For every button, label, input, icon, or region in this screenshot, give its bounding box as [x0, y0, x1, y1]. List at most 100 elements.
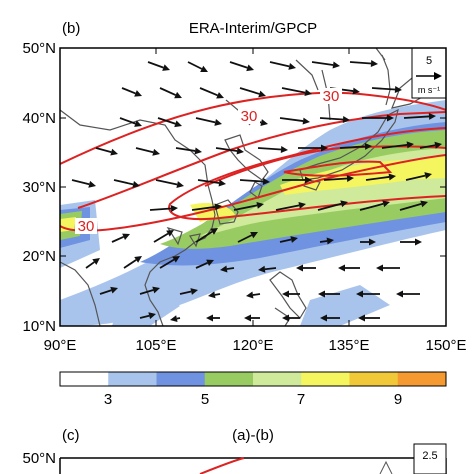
wind-arrow-shaft	[233, 204, 258, 211]
wind-arrow-shaft	[281, 87, 306, 94]
colorbar-frame	[59, 371, 447, 387]
wind-arrow-head	[370, 60, 378, 67]
colorbar-segment	[349, 372, 399, 386]
colorbar-segment	[108, 372, 157, 386]
wind-arrow-head	[152, 286, 160, 294]
wind-arrow-shaft	[159, 87, 176, 96]
wind-arrow-shaft	[279, 238, 292, 243]
wind-arrow-head	[110, 286, 118, 294]
lat-label: 10°N	[22, 318, 56, 335]
wind-arrow-head	[190, 288, 198, 295]
colorbar-tick-label: 7	[297, 391, 305, 408]
wind-arrow-head	[388, 173, 396, 181]
wind-arrow-shaft	[371, 87, 396, 91]
lon-label: 105°E	[135, 337, 176, 354]
wind-arrow-head	[258, 265, 266, 273]
wind-arrow-shaft	[252, 293, 261, 296]
wind-arrow-head	[170, 315, 178, 323]
wind-arrow-shaft	[147, 61, 164, 69]
wind-arrow-head	[88, 180, 96, 188]
lat-label: 50°N	[22, 40, 56, 57]
wind-arrow-shaft	[419, 144, 436, 149]
wind-arrow-head	[296, 264, 303, 272]
latitude-labels: 50°N 40°N 30°N 20°N 10°N	[22, 40, 56, 335]
wind-arrow-shaft	[95, 147, 112, 154]
wind-arrow-shaft	[111, 236, 124, 243]
wind-arrow-head	[148, 312, 156, 320]
wind-arrow-head	[122, 233, 130, 241]
wind-arrow-head	[280, 146, 288, 154]
wind-arrow-shaft	[71, 179, 90, 186]
wind-arrow-shaft	[99, 289, 112, 295]
wind-arrow-shaft	[403, 115, 430, 119]
wind-arrow-head	[166, 230, 174, 237]
wind-arrow-shaft	[179, 290, 192, 295]
wind-arrow-shaft	[121, 87, 136, 95]
wind-arrow-shaft	[311, 61, 334, 66]
wind-arrow-shaft	[214, 293, 221, 296]
lon-label: 120°E	[232, 337, 273, 354]
wind-arrow-shaft	[139, 289, 154, 295]
wind-arrow-head	[170, 205, 178, 212]
colorbar-segment	[397, 372, 447, 386]
contour-label: 30	[323, 88, 340, 105]
wind-arrow-head	[382, 200, 390, 208]
wind-arrow-shaft	[157, 117, 176, 125]
wind-arrow-shaft	[175, 147, 196, 152]
wind-arrow-shaft	[176, 317, 181, 320]
wind-arrow-shaft	[199, 87, 218, 97]
wind-arrow-head	[236, 147, 244, 155]
contour-label: 30	[241, 108, 258, 125]
wind-arrow-shaft	[187, 61, 203, 70]
wind-arrow-head	[321, 144, 328, 152]
wind-arrow-shaft	[215, 147, 238, 152]
wind-arrow-shaft	[239, 179, 264, 183]
wind-arrow-shaft	[229, 61, 248, 69]
wind-arrow-head	[208, 291, 216, 299]
wind-arrow-head	[364, 142, 372, 150]
wind-arrow-head	[376, 264, 383, 272]
wind-arrow-shaft	[381, 143, 408, 149]
wind-arrow-head	[134, 256, 142, 263]
wind-arrow-head	[110, 148, 118, 156]
colorbar-segment	[301, 372, 350, 386]
contour-label: 30	[78, 218, 95, 235]
wind-arrow-shaft	[159, 258, 175, 269]
wind-arrow-shaft	[239, 87, 260, 95]
wind-arrow-shaft	[405, 174, 426, 181]
wind-arrow-shaft	[359, 202, 384, 211]
panel-c-ref-vector-value: 2.5	[422, 450, 437, 462]
wind-arrow-head	[290, 236, 298, 243]
wind-arrow-head	[134, 120, 142, 127]
wind-arrow-shaft	[317, 202, 342, 211]
wind-arrow-head	[220, 265, 228, 273]
wind-arrow-head	[218, 179, 226, 187]
wind-arrow-shaft	[257, 147, 282, 151]
wind-arrow-shaft	[275, 204, 300, 211]
wind-arrow-shaft	[365, 176, 390, 181]
ref-vector-unit: m s⁻¹	[418, 85, 440, 95]
panel-c-lat-label: 50°N	[22, 450, 56, 467]
wind-arrow-head	[318, 290, 325, 298]
wind-arrow-head	[152, 148, 160, 156]
wind-arrow-head	[246, 291, 254, 299]
colorbar-segment	[253, 372, 302, 386]
wind-arrow-head	[200, 65, 208, 72]
wind-arrow-shaft	[139, 314, 150, 319]
wind-arrow-head	[346, 174, 354, 182]
wind-arrow-head	[352, 87, 360, 95]
wind-arrow-head	[326, 237, 334, 245]
wind-arrow-shaft	[135, 147, 154, 154]
wind-arrow-head	[424, 172, 432, 179]
wind-arrow-shaft	[191, 206, 216, 211]
wind-arrow-head	[420, 200, 428, 208]
wind-arrow-head	[338, 264, 345, 272]
colorbar-tick-label: 5	[201, 391, 209, 408]
wind-arrow-shaft	[319, 117, 344, 121]
wind-arrow-head	[262, 178, 270, 186]
wind-arrow-head	[369, 238, 376, 246]
wind-arrow-head	[434, 141, 442, 149]
wind-arrow-head	[246, 64, 254, 72]
wind-arrow-head	[305, 176, 312, 184]
